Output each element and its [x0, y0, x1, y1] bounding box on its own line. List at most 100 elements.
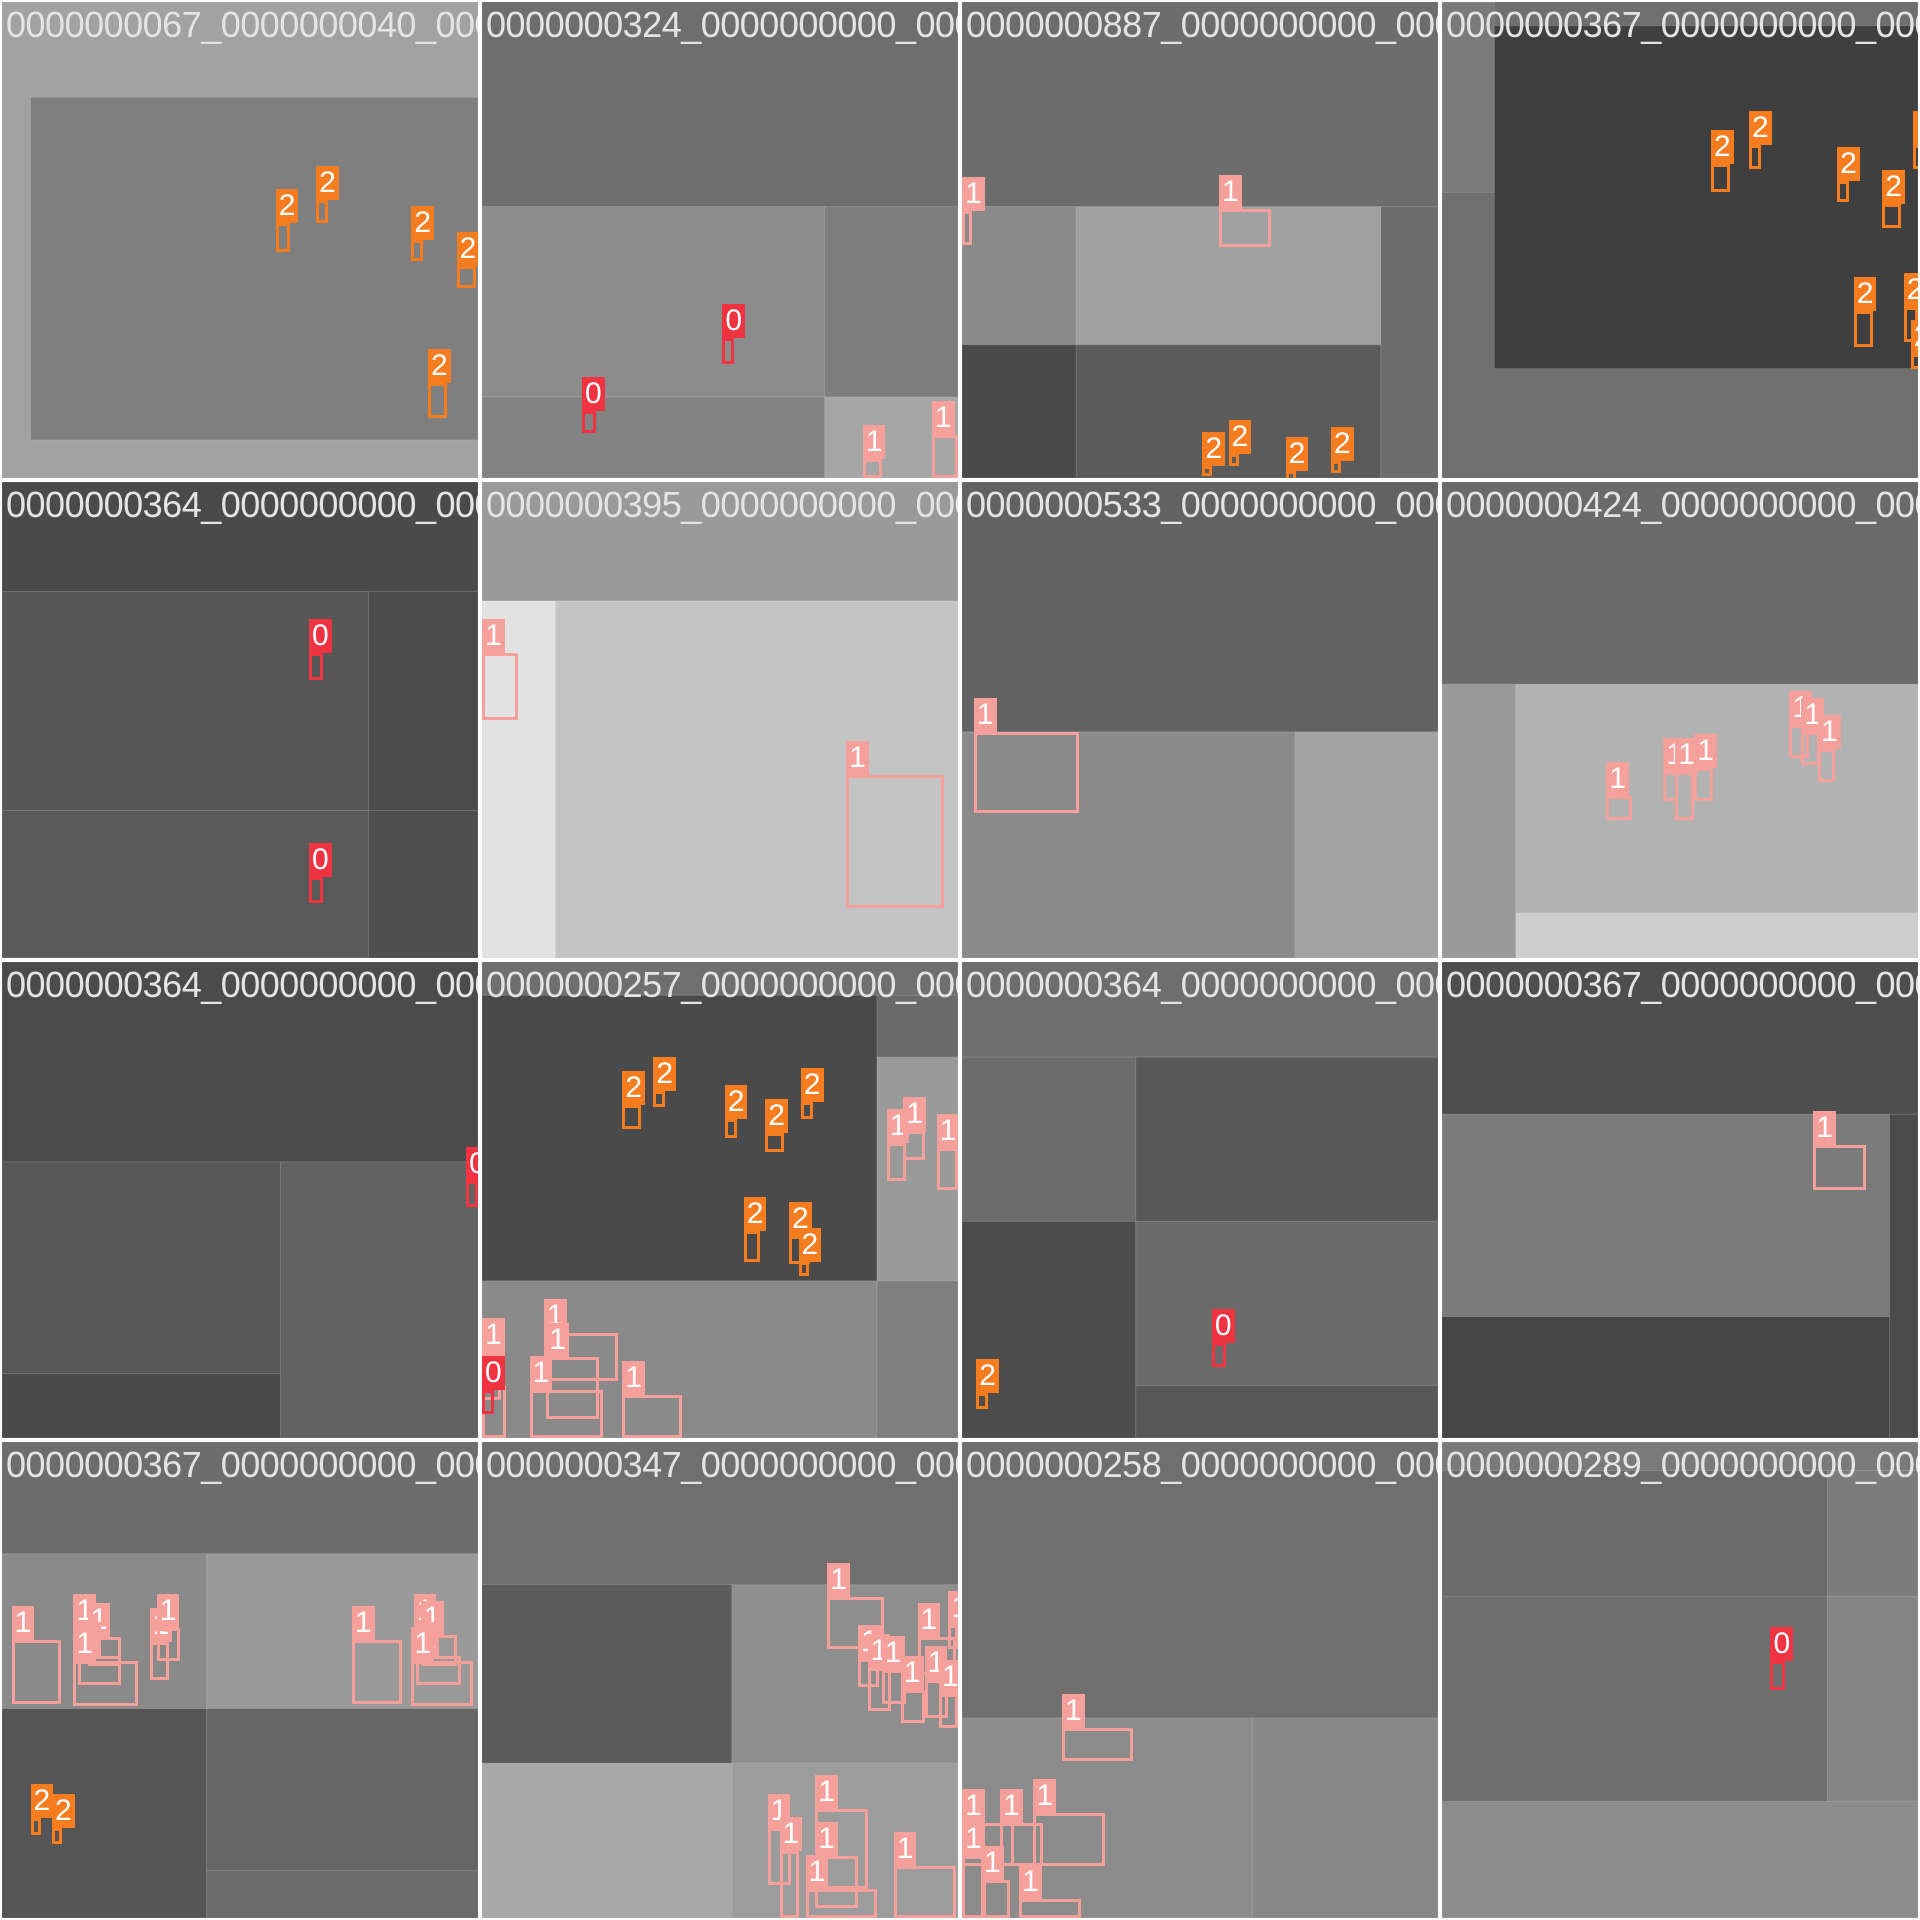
image-panel — [962, 1221, 1136, 1438]
image-tile: 0 0000000289_0000000000_0000000059.jpg — [1442, 1442, 1918, 1918]
image-panel — [1442, 1801, 1918, 1918]
bbox-class-1 — [1061, 1727, 1134, 1761]
tile-filename: 0000000364_0000000000_0000000367.jpg — [966, 964, 1438, 1005]
image-panel — [962, 344, 1077, 478]
bbox-label: 2 — [275, 189, 299, 224]
bbox-class-1 — [1789, 724, 1809, 759]
image-panel — [2, 591, 369, 811]
panel-seam — [1135, 1385, 1438, 1438]
image-panel — [555, 601, 958, 958]
bbox-class-2 — [1330, 461, 1341, 474]
image-panel — [482, 482, 958, 601]
image-panel — [2, 810, 369, 958]
image-tile: 0 0000000364_0000000000_0000000257.jpg — [2, 962, 478, 1438]
image-panel — [206, 1708, 478, 1871]
bbox-class-2 — [1749, 144, 1761, 169]
tile-filename: 0000000364_0000000000_0000000257.jpg — [6, 964, 478, 1005]
tile-filename: 0000000395_0000000000_0000000533.jpg — [486, 484, 958, 525]
bbox-label: 0 — [1770, 1626, 1794, 1661]
bbox-label: 1 — [962, 1788, 985, 1823]
image-tile: 1 0000000367_0000000000_0000000324.jpg — [1442, 962, 1918, 1438]
bbox-class-1 — [1675, 772, 1695, 820]
bbox-class-2 — [1228, 454, 1239, 467]
bbox-label: 2 — [456, 232, 478, 267]
bbox-class-2 — [275, 223, 290, 252]
bbox-label: 0 — [581, 377, 605, 412]
image-panel — [1295, 731, 1438, 958]
bbox-class-1 — [886, 1142, 906, 1181]
image-panel — [1515, 684, 1918, 913]
bbox-label: 1 — [779, 1817, 803, 1852]
bbox-class-1 — [981, 1879, 1010, 1918]
bbox-label: 0 — [309, 619, 332, 654]
bbox-label: 1 — [1675, 738, 1698, 773]
bbox-label: 2 — [316, 165, 339, 200]
bbox-label: 1 — [903, 1096, 926, 1131]
bbox-class-1 — [1019, 1898, 1081, 1918]
image-panel — [368, 810, 478, 958]
tile-image — [1442, 482, 1918, 958]
tile-image — [1442, 962, 1918, 1438]
bbox-label: 1 — [1818, 714, 1841, 749]
panel-seam — [962, 344, 1077, 478]
image-panel — [482, 1763, 732, 1918]
image-panel — [280, 1161, 478, 1438]
bbox-class-2 — [411, 240, 424, 262]
bbox-class-2 — [800, 1102, 813, 1120]
bbox-class-1 — [416, 1656, 462, 1685]
panel-seam — [2, 1442, 478, 1555]
panel-seam — [482, 1280, 878, 1438]
panel-seam — [1442, 2, 1495, 193]
bbox-class-1 — [931, 435, 958, 478]
bbox-label: 1 — [156, 1593, 180, 1628]
image-panel — [2, 1161, 281, 1374]
bbox-label: 1 — [962, 177, 985, 212]
bbox-label: 1 — [411, 1626, 435, 1661]
image-panel — [482, 962, 958, 996]
image-panel — [1135, 1385, 1438, 1438]
bbox-label: 1 — [936, 1113, 958, 1148]
bbox-label: 1 — [351, 1605, 375, 1640]
bbox-class-0 — [309, 653, 324, 680]
image-tile: 0 0 0000000364_0000000000_0000000395.jpg — [2, 482, 478, 958]
bbox-label: 1 — [881, 1636, 905, 1671]
tile-image — [1442, 2, 1918, 478]
tile-filename: 0000000364_0000000000_0000000395.jpg — [6, 484, 478, 525]
bbox-label: 2 — [1913, 110, 1918, 145]
panel-seam — [1442, 482, 1918, 685]
bbox-label: 1 — [1033, 1779, 1057, 1814]
image-panel — [962, 1057, 1136, 1222]
bbox-class-1 — [1219, 209, 1272, 248]
bbox-label: 2 — [765, 1099, 788, 1134]
image-panel — [2, 482, 478, 592]
bbox-class-0 — [581, 411, 597, 433]
image-panel — [1442, 1316, 1890, 1438]
image-tile: 1 0000000533_0000000000_0000000424.jpg — [962, 482, 1438, 958]
image-tile: 111111111111220000000367_0000000000_0000… — [2, 1442, 478, 1918]
bbox-label: 2 — [1837, 146, 1860, 181]
panel-seam — [1135, 1056, 1438, 1222]
bbox-label: 1 — [900, 1655, 924, 1690]
bbox-class-1 — [1033, 1813, 1105, 1866]
bbox-label: 1 — [827, 1562, 850, 1597]
bbox-class-0 — [1770, 1660, 1785, 1690]
bbox-class-1 — [482, 653, 518, 720]
bbox-class-2 — [1853, 311, 1873, 348]
image-panel — [877, 1057, 958, 1281]
tile-filename: 0000000424_0000000000_0000000443.jpg — [1446, 484, 1918, 525]
bbox-class-2 — [316, 199, 329, 224]
bbox-class-2 — [1202, 466, 1213, 477]
bbox-label: 2 — [1910, 320, 1918, 355]
bbox-label: 2 — [1749, 110, 1772, 145]
image-panel — [962, 962, 1438, 1058]
bbox-class-1 — [1694, 767, 1714, 801]
image-tile: 222220000000067_0000000040_0000000733.jp… — [2, 2, 478, 478]
panel-seam — [962, 1220, 1137, 1438]
tile-filename: 0000000258_0000000000_0000000289.jpg — [966, 1444, 1438, 1485]
bbox-class-1 — [411, 1660, 474, 1707]
bbox-label: 1 — [11, 1605, 35, 1640]
bbox-class-1 — [1818, 748, 1835, 782]
bbox-class-1 — [936, 1147, 958, 1191]
tile-filename: 0000000257_0000000000_0000001125.jpg — [486, 964, 958, 1005]
bbox-class-2 — [976, 1392, 989, 1410]
